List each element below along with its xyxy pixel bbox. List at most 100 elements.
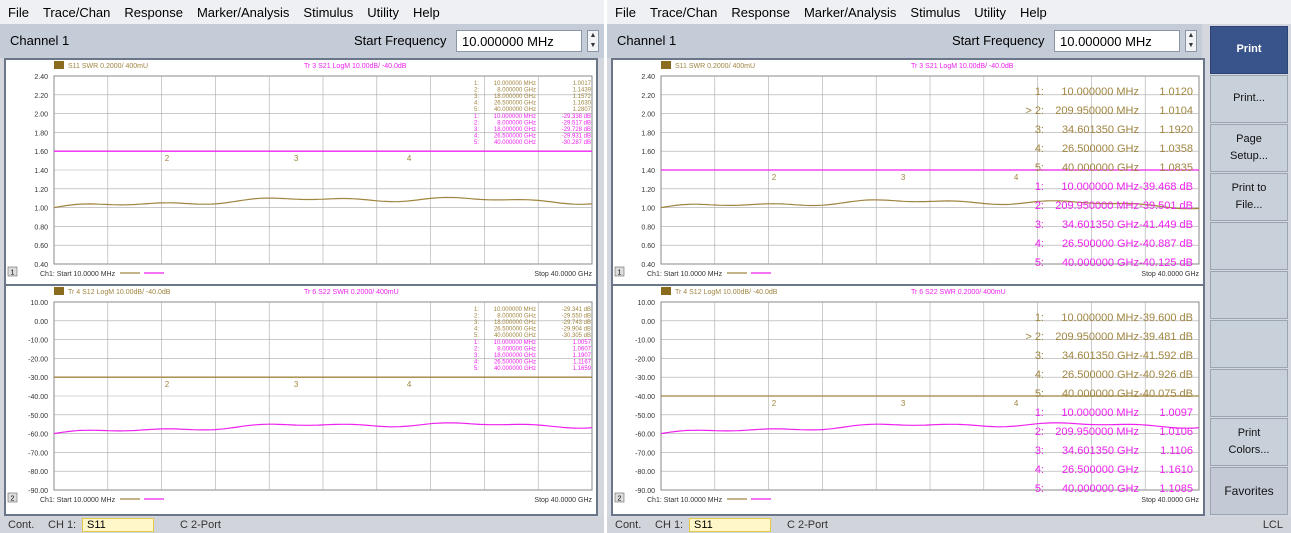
marker-label: 3 <box>294 154 299 163</box>
marker-label: 4 <box>407 380 412 389</box>
print-colors-softkey[interactable]: Print Colors... <box>1210 418 1288 466</box>
y-tick-label: 2.00 <box>641 112 655 119</box>
active-parameter[interactable]: S11 <box>689 518 771 532</box>
trace-badge <box>661 287 671 295</box>
marker-value: 1.0104 <box>1159 105 1193 117</box>
marker-label: 4 <box>407 154 412 163</box>
start-frequency-input[interactable] <box>456 30 582 52</box>
marker-value: 1.0057 <box>573 340 592 346</box>
menu-trace-chan[interactable]: Trace/Chan <box>649 4 718 20</box>
marker-frequency: 40.000000 GHz <box>1062 162 1139 174</box>
channel-indicator: CH 1: <box>655 519 684 531</box>
y-tick-label: 0.00 <box>34 319 48 326</box>
menu-utility[interactable]: Utility <box>974 4 1007 20</box>
marker-number: > 2: <box>1025 331 1044 343</box>
y-tick-label: -30.00 <box>635 375 655 382</box>
menu-marker-analysis[interactable]: Marker/Analysis <box>196 4 290 20</box>
marker-value: 1.1167 <box>573 360 592 366</box>
y-tick-label: 2.40 <box>641 74 655 81</box>
marker-frequency: 18.000000 GHz <box>494 94 536 100</box>
stop-frequency-readout: Stop 40.0000 GHz <box>534 497 592 504</box>
marker-frequency: 34.601350 GHz <box>1062 350 1139 362</box>
trace-badge <box>661 61 671 69</box>
window-number-box <box>7 492 18 503</box>
marker-number: 3: <box>474 353 479 359</box>
menu-file[interactable]: File <box>615 4 636 20</box>
marker-number: 2: <box>1035 426 1044 438</box>
marker-number: > 2: <box>1025 105 1044 117</box>
marker-frequency: 26.500000 GHz <box>494 360 536 366</box>
marker-value: 1.1085 <box>1159 483 1193 495</box>
blank-softkey-7[interactable] <box>1210 320 1288 368</box>
start-frequency-spinner[interactable]: ▲ ▼ <box>1185 30 1197 52</box>
start-frequency-input[interactable] <box>1054 30 1180 52</box>
menu-trace-chan[interactable]: Trace/Chan <box>42 4 111 20</box>
print-to-file-softkey[interactable]: Print to File... <box>1210 173 1288 221</box>
marker-value: -29.904 dB <box>562 327 591 333</box>
marker-value: 1.1920 <box>1159 124 1193 136</box>
marker-frequency: 34.601350 GHz <box>1062 124 1139 136</box>
menu-response[interactable]: Response <box>731 4 790 20</box>
marker-number: 1: <box>474 114 479 120</box>
menu-bar: File Trace/Chan Response Marker/Analysis… <box>607 0 1291 24</box>
menu-help[interactable]: Help <box>1020 4 1047 20</box>
trace-header-a: Tr 4 S12 LogM 10.00dB/ -40.0dB <box>68 289 171 296</box>
marker-label: 3 <box>901 173 906 182</box>
y-tick-label: 0.60 <box>34 243 48 250</box>
menu-help[interactable]: Help <box>413 4 440 20</box>
marker-label: 2 <box>772 173 777 182</box>
menu-response[interactable]: Response <box>124 4 183 20</box>
marker-value: -29.550 dB <box>562 313 591 319</box>
menu-file[interactable]: File <box>8 4 29 20</box>
menu-marker-analysis[interactable]: Marker/Analysis <box>803 4 897 20</box>
y-tick-label: 0.80 <box>34 224 48 231</box>
page-setup-softkey[interactable]: Page Setup... <box>1210 124 1288 172</box>
y-tick-label: -70.00 <box>635 450 655 457</box>
marker-number: 1: <box>474 340 479 346</box>
trace-badge <box>54 287 64 295</box>
y-tick-label: 2.40 <box>34 74 48 81</box>
start-frequency-spinner[interactable]: ▲ ▼ <box>587 30 599 52</box>
trace-window-1: S11 SWR 0.2000/ 400mU Tr 3 S21 LogM 10.00… <box>4 58 598 290</box>
vna-window-right: File Trace/Chan Response Marker/Analysis… <box>607 0 1291 533</box>
marker-value: 1.1106 <box>1160 445 1193 457</box>
marker-number: 2: <box>474 87 479 93</box>
y-tick-label: -50.00 <box>28 413 48 420</box>
window-number: 2 <box>11 496 15 503</box>
marker-frequency: 10.000000 MHz <box>1061 407 1139 419</box>
remote-local-indicator: LCL <box>1262 519 1283 531</box>
marker-frequency: 26.500000 GHz <box>1062 369 1139 381</box>
print-dialog-softkey[interactable]: Print... <box>1210 75 1288 123</box>
marker-number: 3: <box>1035 219 1044 231</box>
start-frequency-label: Start Frequency <box>952 33 1045 48</box>
marker-number: 1: <box>474 307 479 313</box>
blank-softkey-8[interactable] <box>1210 369 1288 417</box>
y-tick-label: 1.20 <box>641 187 655 194</box>
marker-number: 1: <box>1035 181 1044 193</box>
y-tick-label: -60.00 <box>635 432 655 439</box>
y-tick-label: 1.40 <box>34 168 48 175</box>
marker-label: 3 <box>901 399 906 408</box>
marker-frequency: 26.500000 GHz <box>1062 238 1139 250</box>
marker-label: 4 <box>1014 173 1019 182</box>
marker-number: 5: <box>1035 162 1044 174</box>
trace-plot-s12-s22: Tr 4 S12 LogM 10.00dB/ -40.0dB Tr 6 S22 S… <box>614 287 1200 504</box>
marker-frequency: 209.950000 MHz <box>1055 331 1139 343</box>
active-parameter[interactable]: S11 <box>82 518 154 532</box>
blank-softkey-6[interactable] <box>1210 271 1288 319</box>
menu-stimulus[interactable]: Stimulus <box>910 4 961 20</box>
menu-utility[interactable]: Utility <box>367 4 400 20</box>
y-tick-label: -50.00 <box>635 413 655 420</box>
marker-label: 2 <box>772 399 777 408</box>
print-softkey[interactable]: Print <box>1210 26 1288 74</box>
menu-stimulus[interactable]: Stimulus <box>303 4 354 20</box>
window-number: 1 <box>11 270 15 277</box>
blank-softkey-5[interactable] <box>1210 222 1288 270</box>
y-tick-label: -40.00 <box>28 394 48 401</box>
marker-frequency: 8.000000 GHz <box>497 346 536 352</box>
marker-value: -29.517 dB <box>562 120 591 126</box>
marker-frequency: 209.950000 MHz <box>1055 426 1139 438</box>
calibration-status: C 2-Port <box>180 519 221 531</box>
favorites-softkey[interactable]: Favorites <box>1210 467 1288 515</box>
trace-plot-s12-s22: Tr 4 S12 LogM 10.00dB/ -40.0dB Tr 6 S22 S… <box>7 287 593 504</box>
